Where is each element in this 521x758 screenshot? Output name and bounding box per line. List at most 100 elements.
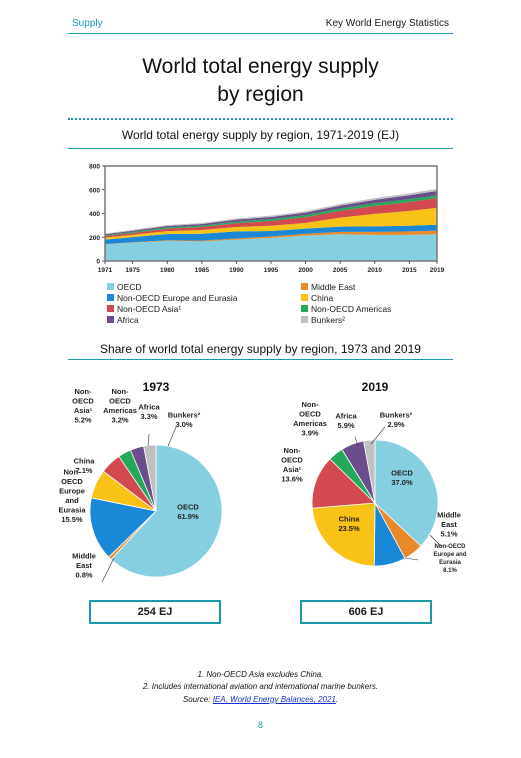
pie-label-2019-non-oecd-asia: Non-OECD Asia¹ 13.6% bbox=[281, 446, 303, 484]
legend-item-middle-east: Middle East bbox=[301, 282, 355, 293]
pie-slice-1973-bunkers bbox=[143, 444, 157, 512]
pie-slice-1973-oecd bbox=[110, 444, 223, 578]
pie-label-2019-oecd: OECD 37.0% bbox=[391, 468, 413, 487]
legend-item-non-oecd-europe-and-eurasia: Non-OECD Europe and Eurasia bbox=[107, 293, 237, 304]
x-tick-label: 1971 bbox=[98, 267, 113, 274]
pie-slice-2019-oecd bbox=[374, 439, 439, 547]
x-tick-label: 2000 bbox=[298, 267, 313, 274]
legend-swatch bbox=[107, 283, 114, 290]
legend-label: Non-OECD Europe and Eurasia bbox=[117, 293, 238, 303]
legend-label: Bunkers² bbox=[311, 315, 346, 325]
x-tick-label: 1985 bbox=[195, 267, 210, 274]
x-tick-label: 1995 bbox=[264, 267, 279, 274]
publication-title: Key World Energy Statistics bbox=[325, 18, 449, 29]
section-label: Supply bbox=[72, 18, 103, 29]
pie-label-2019-china: China 23.5% bbox=[338, 514, 360, 533]
pie-section-title-rule bbox=[68, 359, 453, 360]
legend-item-africa: Africa bbox=[107, 315, 139, 326]
legend-swatch bbox=[301, 294, 308, 301]
pie-label-1973-africa: Africa 3.3% bbox=[138, 402, 160, 421]
x-tick-label: 2010 bbox=[368, 267, 383, 274]
y-tick-label: 400 bbox=[89, 211, 100, 218]
pie-title-2019: 2019 bbox=[362, 380, 389, 394]
area-series-non-oecd-americas bbox=[105, 195, 437, 237]
pie-label-1973-non-oecd-asia: Non-OECD Asia¹ 5.2% bbox=[72, 387, 94, 425]
y-tick-label: 0 bbox=[96, 259, 100, 266]
pie-slice-2019-china bbox=[311, 502, 376, 567]
legend-label: China bbox=[311, 293, 334, 303]
legend-label: Africa bbox=[117, 315, 139, 325]
footnote-1: 1. Non-OECD Asia excludes China. bbox=[197, 670, 324, 679]
area-series-non-oecd-asia bbox=[105, 198, 437, 238]
legend-item-china: China bbox=[301, 293, 333, 304]
pie-label-1973-bunkers: Bunkers² 3.0% bbox=[168, 410, 201, 429]
pie-charts: 1973 OECD 61.9% Middle East 0.8% Non-OECD Europ… bbox=[58, 380, 467, 583]
page-title: World total energy supply by region bbox=[0, 53, 521, 109]
x-tick-label: 2005 bbox=[333, 267, 348, 274]
legend-swatch bbox=[107, 305, 114, 312]
pie-leader-line bbox=[354, 436, 359, 447]
pie-label-1973-oecd: OECD 61.9% bbox=[177, 502, 199, 521]
area-chart-title: World total energy supply by region, 197… bbox=[121, 128, 400, 142]
pie-slice-2019-non-oecd-asia bbox=[311, 458, 376, 509]
legend-swatch bbox=[301, 316, 308, 323]
source-suffix: . bbox=[335, 695, 339, 704]
pie-label-2019-middle-east: Middle East 5.1% bbox=[437, 511, 461, 539]
legend-swatch bbox=[301, 283, 308, 290]
pie-leader-line bbox=[101, 557, 115, 583]
y-tick-label: 800 bbox=[89, 164, 100, 171]
source-line: Source: IEA, World Energy Balances, 2021… bbox=[0, 695, 521, 704]
x-tick-label: 2019 bbox=[430, 267, 445, 274]
legend-item-non-oecd-asia: Non-OECD Asia¹ bbox=[107, 304, 181, 315]
pie-section-title: Share of world total energy supply by re… bbox=[100, 342, 421, 356]
total-2019-box: 606 EJ bbox=[300, 600, 432, 624]
pie-label-2019-non-oecd-americas: Non-OECD Americas 3.9% bbox=[293, 400, 327, 438]
legend-item-oecd: OECD bbox=[107, 282, 142, 293]
page-title-line-2: by region bbox=[217, 83, 304, 106]
pie-title-1973: 1973 bbox=[143, 380, 170, 394]
page-number: 8 bbox=[257, 720, 263, 730]
legend-swatch bbox=[107, 294, 114, 301]
source-link[interactable]: IEA, World Energy Balances, 2021 bbox=[212, 695, 336, 704]
pie-leader-line bbox=[429, 534, 443, 548]
page-title-line-1: World total energy supply bbox=[142, 55, 379, 78]
y-tick-label: 600 bbox=[89, 187, 100, 194]
x-tick-label: 1975 bbox=[125, 267, 140, 274]
legend-label: Non-OECD Americas bbox=[311, 304, 392, 314]
pie-label-2019-bunkers: Bunkers² 2.9% bbox=[380, 410, 413, 429]
pie-label-2019-non-oecd-europe-and-eurasia: Non-OECD Europe and Eurasia 8.1% bbox=[433, 544, 466, 574]
pie-label-2019-africa: Africa 5.9% bbox=[335, 411, 357, 430]
spacer bbox=[68, 330, 453, 332]
area-series-bunkers bbox=[105, 188, 437, 235]
legend-swatch bbox=[107, 316, 114, 323]
area-series-oecd bbox=[105, 234, 437, 261]
footnote-2: 2. Includes international aviation and i… bbox=[142, 682, 379, 691]
pie-label-1973-non-oecd-europe-and-eurasia: Non-OECD Europe and Eurasia 15.5% bbox=[58, 467, 86, 524]
legend-label: OECD bbox=[117, 282, 142, 292]
source-prefix: Source: bbox=[182, 695, 213, 704]
legend-swatch bbox=[301, 305, 308, 312]
y-tick-label: 200 bbox=[89, 235, 100, 242]
area-series-china bbox=[105, 207, 437, 240]
legend-label: Non-OECD Asia¹ bbox=[117, 304, 182, 314]
legend-label: Middle East bbox=[311, 282, 356, 292]
x-tick-label: 1980 bbox=[160, 267, 175, 274]
total-1973-box: 254 EJ bbox=[89, 600, 221, 624]
title-divider bbox=[68, 118, 453, 120]
pie-leader-line bbox=[404, 557, 419, 561]
area-chart-title-rule bbox=[68, 148, 453, 149]
area-series-africa bbox=[105, 191, 437, 236]
header-rule bbox=[68, 33, 453, 34]
pie-label-1973-non-oecd-americas: Non-OECD Americas 3.2% bbox=[103, 387, 137, 425]
legend-item-bunkers: Bunkers² bbox=[301, 315, 345, 326]
pie-leader-line bbox=[147, 433, 150, 447]
pie-leader-line bbox=[167, 426, 177, 447]
pie-leader-line bbox=[370, 426, 386, 445]
area-series-middle-east bbox=[105, 230, 437, 245]
area-series-non-oecd-europe-and-eurasia bbox=[105, 224, 437, 245]
legend-item-non-oecd-americas: Non-OECD Americas bbox=[301, 304, 391, 315]
pie-label-1973-middle-east: Middle East 0.8% bbox=[72, 552, 96, 580]
area-chart: 0 200 400 600 800 1971 1975 1980 1985 1990 1995 200… bbox=[89, 164, 445, 275]
pie-slice-2019-bunkers bbox=[363, 439, 376, 504]
x-tick-label: 1990 bbox=[229, 267, 244, 274]
